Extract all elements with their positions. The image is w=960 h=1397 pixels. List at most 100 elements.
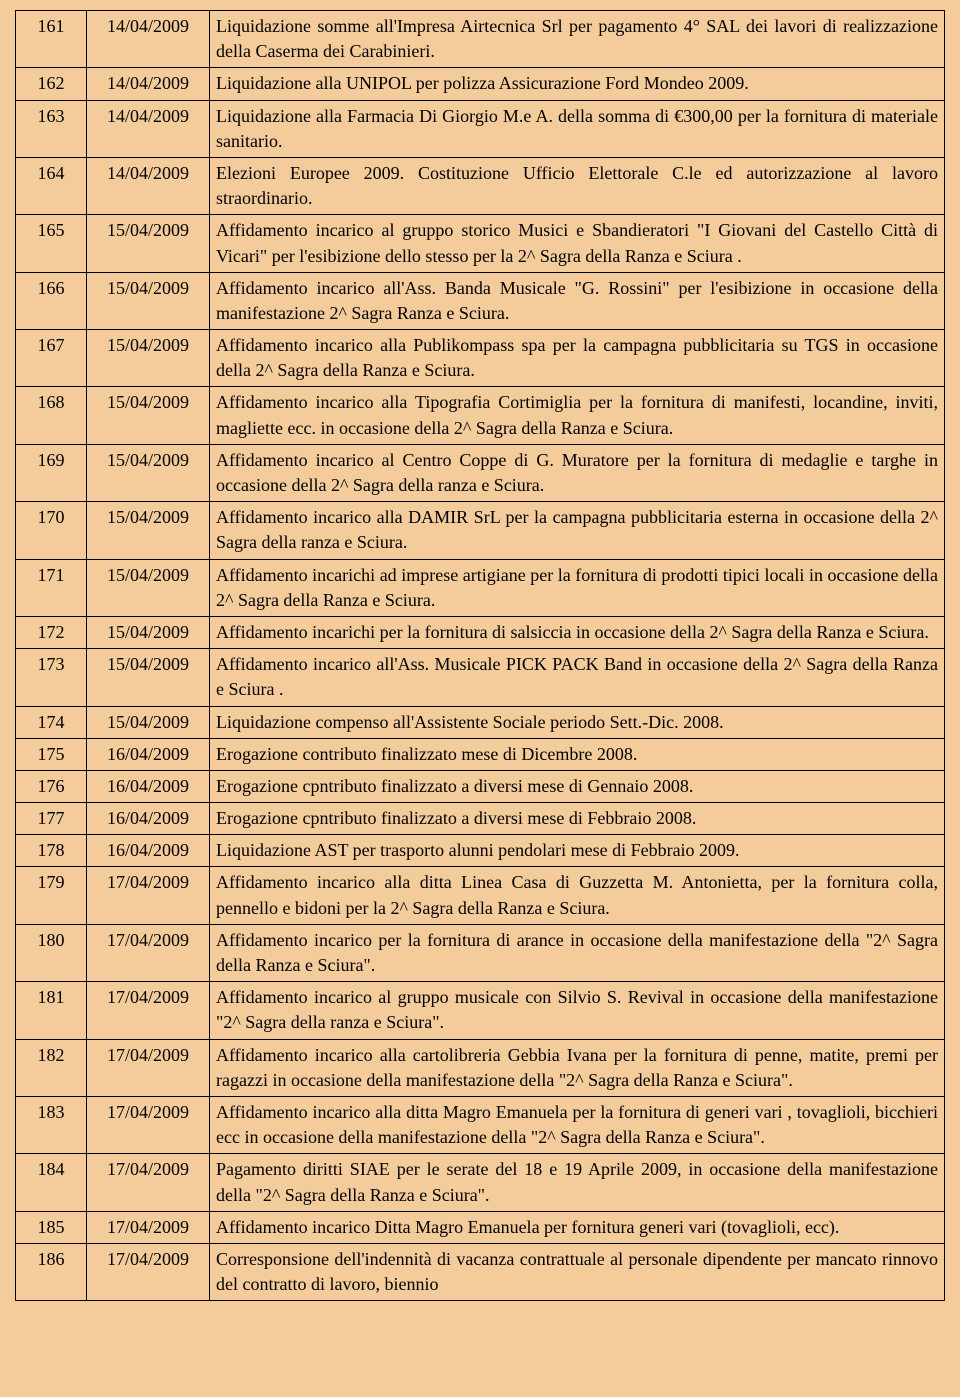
row-description: Corresponsione dell'indennità di vacanza… <box>210 1243 945 1300</box>
row-description: Affidamento incarico al gruppo storico M… <box>210 215 945 272</box>
table-row: 16815/04/2009Affidamento incarico alla T… <box>16 387 945 444</box>
row-description: Affidamento incarichi ad imprese artigia… <box>210 559 945 616</box>
table-row: 16715/04/2009Affidamento incarico alla P… <box>16 330 945 387</box>
row-description: Erogazione cpntributo finalizzato a dive… <box>210 770 945 802</box>
row-description: Affidamento incarico all'Ass. Musicale P… <box>210 649 945 706</box>
row-number: 180 <box>16 924 87 981</box>
row-date: 17/04/2009 <box>87 1154 210 1211</box>
table-row: 17115/04/2009Affidamento incarichi ad im… <box>16 559 945 616</box>
row-date: 15/04/2009 <box>87 215 210 272</box>
row-number: 184 <box>16 1154 87 1211</box>
row-number: 179 <box>16 867 87 924</box>
row-date: 17/04/2009 <box>87 982 210 1039</box>
table-row: 16615/04/2009Affidamento incarico all'As… <box>16 272 945 329</box>
row-date: 16/04/2009 <box>87 803 210 835</box>
row-number: 171 <box>16 559 87 616</box>
table-row: 17516/04/2009Erogazione contributo final… <box>16 738 945 770</box>
table-row: 18317/04/2009Affidamento incarico alla d… <box>16 1096 945 1153</box>
row-date: 15/04/2009 <box>87 502 210 559</box>
row-number: 175 <box>16 738 87 770</box>
row-description: Affidamento incarico alla cartolibreria … <box>210 1039 945 1096</box>
row-number: 167 <box>16 330 87 387</box>
row-date: 17/04/2009 <box>87 1039 210 1096</box>
row-number: 176 <box>16 770 87 802</box>
row-description: Erogazione cpntributo finalizzato a dive… <box>210 803 945 835</box>
row-date: 15/04/2009 <box>87 444 210 501</box>
table-row: 16915/04/2009Affidamento incarico al Cen… <box>16 444 945 501</box>
row-date: 15/04/2009 <box>87 559 210 616</box>
table-row: 18017/04/2009Affidamento incarico per la… <box>16 924 945 981</box>
table-row: 16214/04/2009Liquidazione alla UNIPOL pe… <box>16 68 945 100</box>
table-row: 18117/04/2009Affidamento incarico al gru… <box>16 982 945 1039</box>
row-description: Affidamento incarico per la fornitura di… <box>210 924 945 981</box>
row-number: 164 <box>16 157 87 214</box>
table-row: 17716/04/2009Erogazione cpntributo final… <box>16 803 945 835</box>
row-number: 163 <box>16 100 87 157</box>
row-date: 17/04/2009 <box>87 924 210 981</box>
row-number: 161 <box>16 11 87 68</box>
row-number: 185 <box>16 1211 87 1243</box>
row-description: Affidamento incarico al Centro Coppe di … <box>210 444 945 501</box>
table-row: 16515/04/2009Affidamento incarico al gru… <box>16 215 945 272</box>
row-date: 14/04/2009 <box>87 11 210 68</box>
row-date: 15/04/2009 <box>87 706 210 738</box>
row-date: 17/04/2009 <box>87 1211 210 1243</box>
table-row: 18417/04/2009Pagamento diritti SIAE per … <box>16 1154 945 1211</box>
row-date: 16/04/2009 <box>87 770 210 802</box>
table-row: 17415/04/2009Liquidazione compenso all'A… <box>16 706 945 738</box>
row-description: Pagamento diritti SIAE per le serate del… <box>210 1154 945 1211</box>
row-number: 168 <box>16 387 87 444</box>
row-number: 166 <box>16 272 87 329</box>
row-number: 182 <box>16 1039 87 1096</box>
row-number: 183 <box>16 1096 87 1153</box>
row-description: Affidamento incarico alla DAMIR SrL per … <box>210 502 945 559</box>
table-row: 17015/04/2009Affidamento incarico alla D… <box>16 502 945 559</box>
row-description: Affidamento incarico alla ditta Magro Em… <box>210 1096 945 1153</box>
row-date: 16/04/2009 <box>87 738 210 770</box>
row-date: 14/04/2009 <box>87 100 210 157</box>
table-row: 18617/04/2009Corresponsione dell'indenni… <box>16 1243 945 1300</box>
row-description: Liquidazione AST per trasporto alunni pe… <box>210 835 945 867</box>
table-row: 17616/04/2009Erogazione cpntributo final… <box>16 770 945 802</box>
table-row: 17917/04/2009Affidamento incarico alla d… <box>16 867 945 924</box>
row-description: Elezioni Europee 2009. Costituzione Uffi… <box>210 157 945 214</box>
row-date: 17/04/2009 <box>87 867 210 924</box>
row-date: 16/04/2009 <box>87 835 210 867</box>
row-number: 165 <box>16 215 87 272</box>
row-number: 177 <box>16 803 87 835</box>
row-number: 162 <box>16 68 87 100</box>
table-row: 17315/04/2009Affidamento incarico all'As… <box>16 649 945 706</box>
row-number: 170 <box>16 502 87 559</box>
row-description: Affidamento incarico alla ditta Linea Ca… <box>210 867 945 924</box>
row-date: 17/04/2009 <box>87 1243 210 1300</box>
table-row: 16314/04/2009Liquidazione alla Farmacia … <box>16 100 945 157</box>
row-number: 181 <box>16 982 87 1039</box>
row-date: 15/04/2009 <box>87 616 210 648</box>
table-row: 16114/04/2009Liquidazione somme all'Impr… <box>16 11 945 68</box>
table-row: 18517/04/2009Affidamento incarico Ditta … <box>16 1211 945 1243</box>
row-description: Affidamento incarico alla Tipografia Cor… <box>210 387 945 444</box>
row-description: Liquidazione somme all'Impresa Airtecnic… <box>210 11 945 68</box>
row-date: 17/04/2009 <box>87 1096 210 1153</box>
row-date: 15/04/2009 <box>87 387 210 444</box>
row-description: Liquidazione alla UNIPOL per polizza Ass… <box>210 68 945 100</box>
row-number: 169 <box>16 444 87 501</box>
row-date: 14/04/2009 <box>87 68 210 100</box>
row-description: Affidamento incarico al gruppo musicale … <box>210 982 945 1039</box>
row-description: Affidamento incarico all'Ass. Banda Musi… <box>210 272 945 329</box>
row-number: 173 <box>16 649 87 706</box>
row-description: Liquidazione alla Farmacia Di Giorgio M.… <box>210 100 945 157</box>
row-date: 15/04/2009 <box>87 649 210 706</box>
table-row: 17816/04/2009Liquidazione AST per traspo… <box>16 835 945 867</box>
row-description: Affidamento incarico Ditta Magro Emanuel… <box>210 1211 945 1243</box>
row-number: 172 <box>16 616 87 648</box>
records-table: 16114/04/2009Liquidazione somme all'Impr… <box>15 10 945 1301</box>
row-description: Affidamento incarico alla Publikompass s… <box>210 330 945 387</box>
row-description: Erogazione contributo finalizzato mese d… <box>210 738 945 770</box>
table-row: 16414/04/2009Elezioni Europee 2009. Cost… <box>16 157 945 214</box>
row-date: 15/04/2009 <box>87 272 210 329</box>
row-number: 174 <box>16 706 87 738</box>
row-date: 14/04/2009 <box>87 157 210 214</box>
row-description: Affidamento incarichi per la fornitura d… <box>210 616 945 648</box>
row-number: 186 <box>16 1243 87 1300</box>
